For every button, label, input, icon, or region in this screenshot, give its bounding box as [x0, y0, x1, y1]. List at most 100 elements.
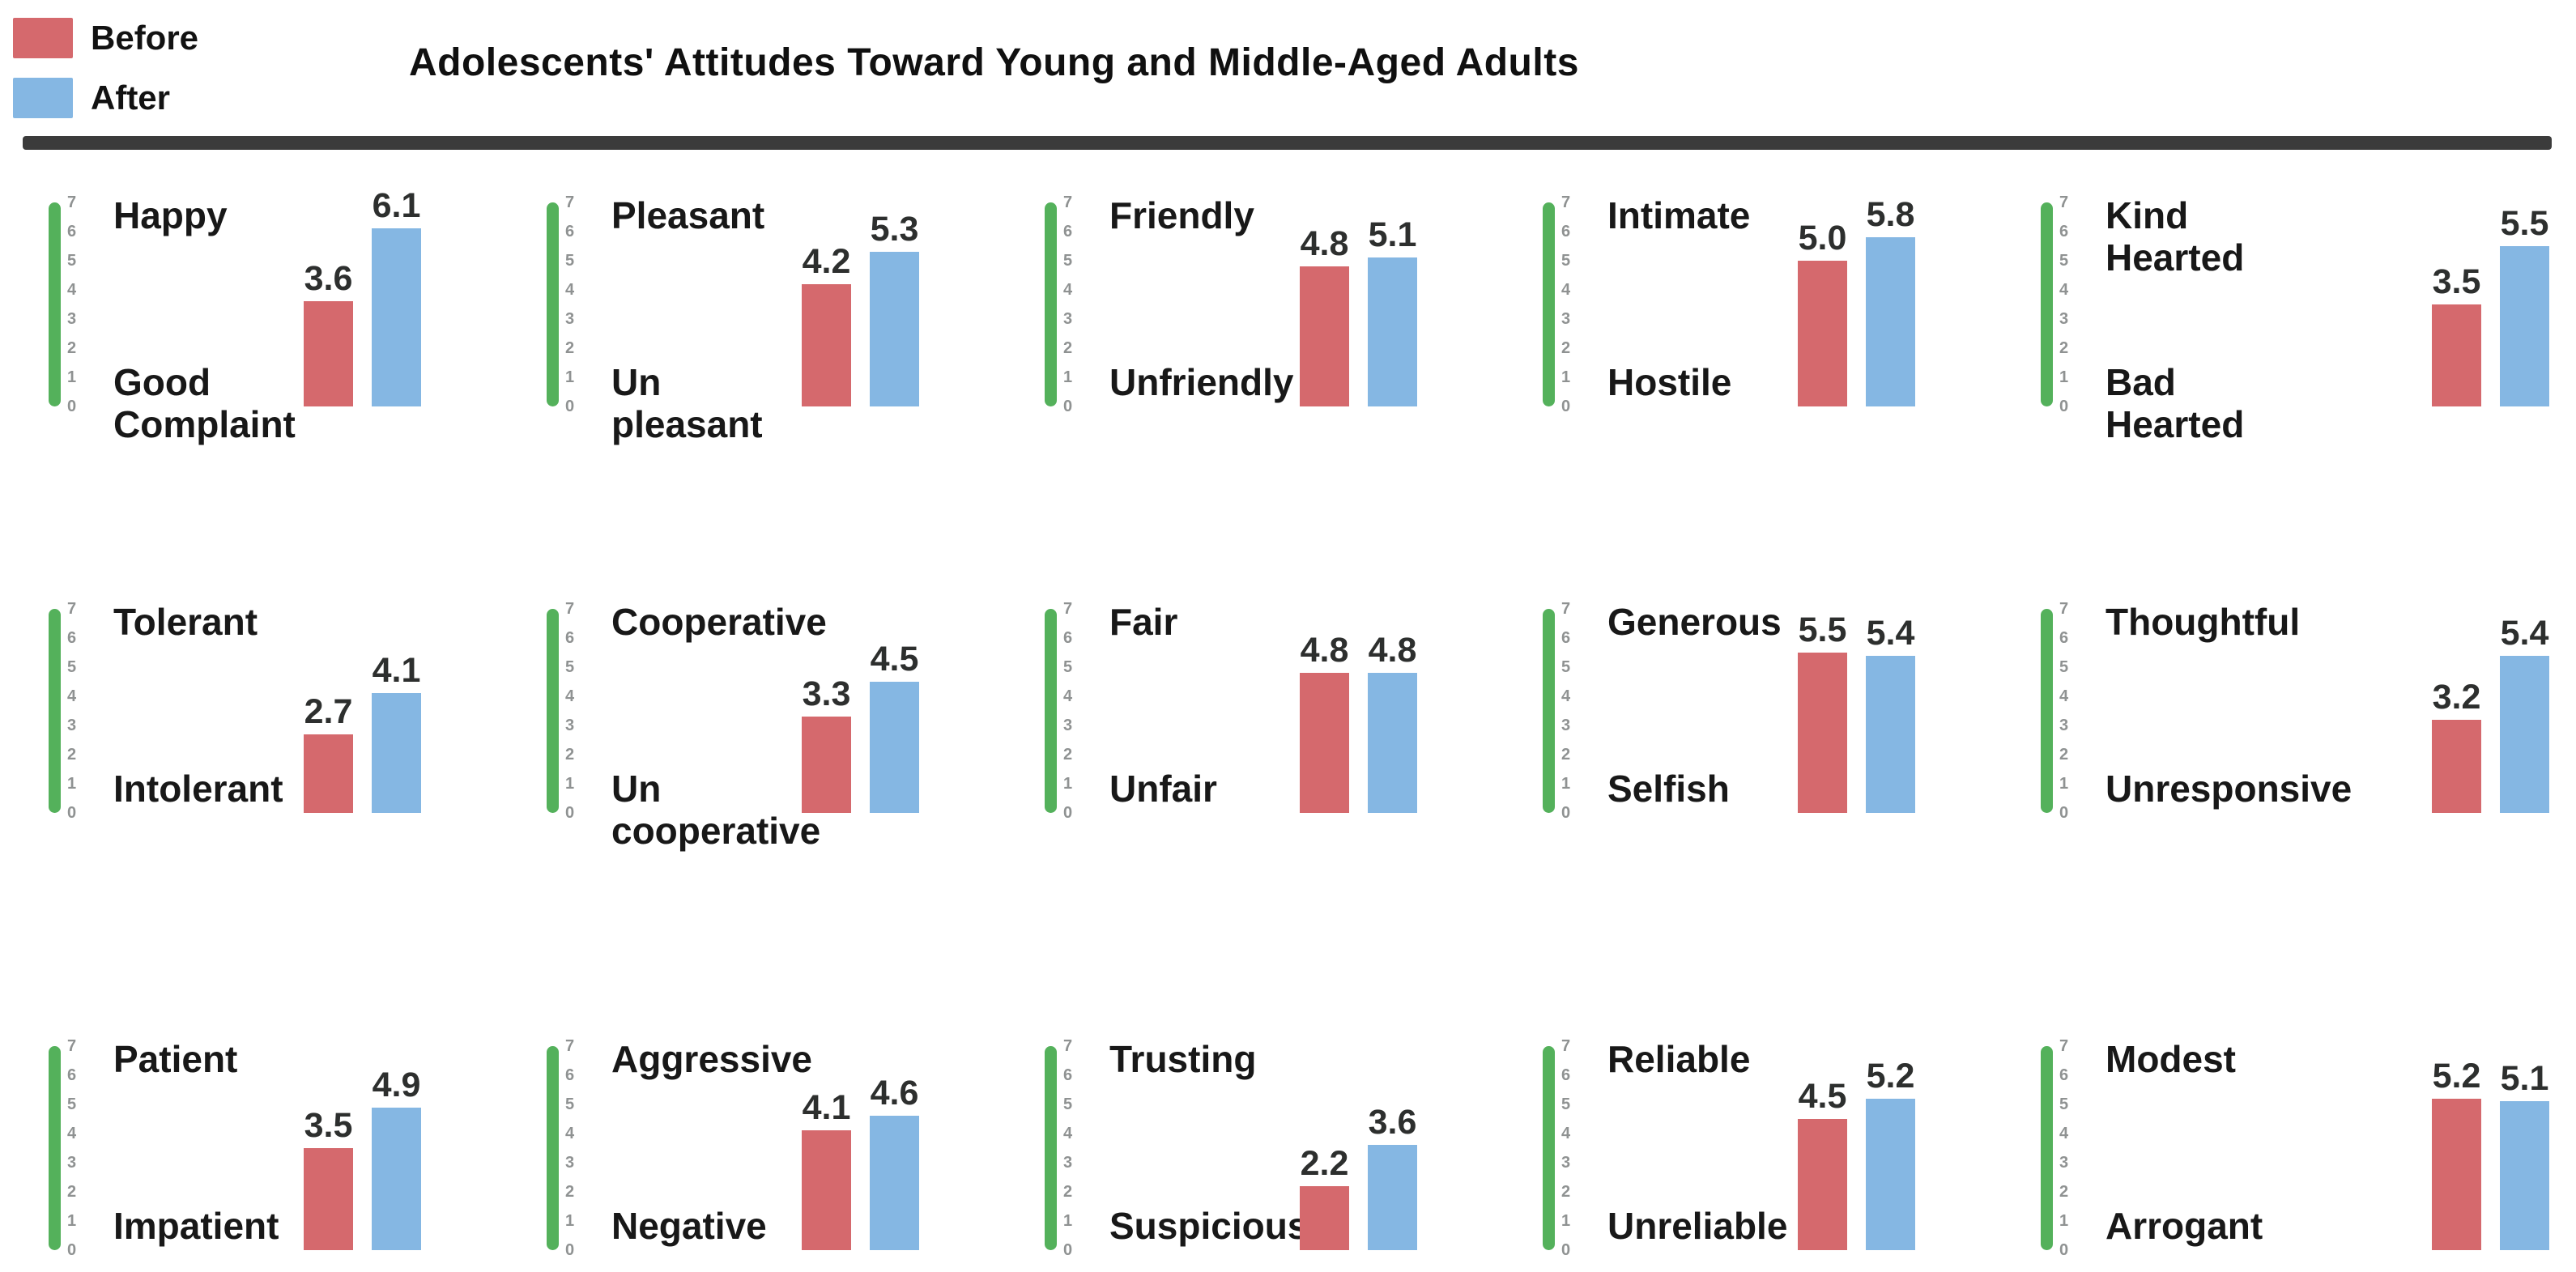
axis-tick: 2: [67, 746, 77, 764]
before-bar: [802, 1130, 851, 1250]
axis-tick: 5: [67, 252, 77, 270]
negative-pole-label: Bad Hearted: [2106, 361, 2245, 445]
legend-label-before: Before: [91, 19, 199, 57]
axis-tick: 1: [1063, 1212, 1073, 1230]
positive-pole-label: Modest: [2106, 1038, 2236, 1080]
before-bar-group: 5.2: [2432, 1059, 2481, 1250]
after-bar-group: 4.8: [1368, 633, 1417, 813]
axis-tick: 0: [2059, 1241, 2069, 1259]
title-underline-rule: [23, 136, 2552, 150]
before-bar: [1798, 1119, 1847, 1250]
bar-pair: 5.5 5.4: [1798, 609, 1915, 813]
before-bar: [1798, 653, 1847, 813]
after-bar-value: 4.9: [372, 1066, 421, 1104]
before-bar: [304, 301, 353, 406]
axis-tick: 2: [67, 339, 77, 357]
after-bar: [1368, 257, 1417, 406]
y-axis-tick-labels: 7 6 5 4 3 2 1 0: [1561, 601, 1570, 821]
after-bar-value: 5.5: [2500, 204, 2549, 243]
y-axis-line: [49, 1046, 61, 1250]
attitude-panel: 7 6 5 4 3 2 1 0 Pleasant Un pleasant 4.2 5.3: [547, 194, 1033, 445]
after-bar-value: 5.4: [1866, 614, 1915, 653]
positive-pole-label: Trusting: [1109, 1038, 1257, 1080]
positive-pole-label: Friendly: [1109, 194, 1254, 236]
positive-pole-label: Aggressive: [611, 1038, 813, 1080]
axis-tick: 0: [565, 398, 575, 415]
axis-tick: 5: [1561, 252, 1571, 270]
legend-item-before: Before: [13, 18, 198, 58]
after-bar: [1368, 1145, 1417, 1250]
positive-pole-label: Pleasant: [611, 194, 765, 236]
bar-pair: 3.5 5.5: [2432, 202, 2549, 406]
axis-tick: 5: [2059, 658, 2069, 676]
axis-tick: 0: [1063, 398, 1073, 415]
y-axis-tick-labels: 7 6 5 4 3 2 1 0: [565, 194, 574, 415]
axis-tick: 2: [2059, 746, 2069, 764]
before-bar-value: 2.7: [304, 692, 353, 731]
axis-tick: 3: [1063, 1154, 1073, 1172]
before-bar-value: 3.6: [304, 259, 353, 298]
axis-tick: 6: [67, 223, 77, 240]
before-bar: [802, 284, 851, 406]
panel-row: 7 6 5 4 3 2 1 0 Patient Impatient 3.5 4.9 7 6 5 4 3…: [0, 1038, 2576, 1272]
axis-tick: 6: [1063, 223, 1073, 240]
negative-pole-label: Unfriendly: [1109, 361, 1294, 403]
negative-pole-label: Negative: [611, 1205, 767, 1247]
before-bar-group: 3.5: [304, 1108, 353, 1250]
y-axis-line: [2041, 1046, 2053, 1250]
before-bar-value: 4.2: [802, 242, 851, 281]
attitude-panel: 7 6 5 4 3 2 1 0 Aggressive Negative 4.1 4.6: [547, 1038, 1033, 1272]
before-bar-group: 4.5: [1798, 1079, 1847, 1250]
attitude-panel: 7 6 5 4 3 2 1 0 Patient Impatient 3.5 4.9: [49, 1038, 534, 1272]
panel-row: 7 6 5 4 3 2 1 0 Tolerant Intolerant 2.7 4.1 7 6 5…: [0, 601, 2576, 852]
axis-tick: 4: [1561, 687, 1571, 705]
before-bar: [1300, 1186, 1349, 1250]
axis-tick: 7: [2059, 600, 2069, 618]
negative-pole-label: Arrogant: [2106, 1205, 2263, 1247]
before-bar-value: 3.3: [802, 674, 851, 713]
axis-tick: 0: [1561, 804, 1571, 822]
after-bar: [1866, 656, 1915, 813]
y-axis-tick-labels: 7 6 5 4 3 2 1 0: [565, 601, 574, 821]
before-bar-value: 5.0: [1798, 219, 1847, 257]
before-bar-value: 4.1: [802, 1088, 851, 1127]
before-bar-group: 4.8: [1300, 227, 1349, 406]
after-bar: [372, 1108, 421, 1250]
axis-tick: 2: [1063, 1183, 1073, 1201]
axis-tick: 1: [2059, 775, 2069, 793]
axis-tick: 5: [1561, 658, 1571, 676]
axis-tick: 3: [1561, 310, 1571, 328]
axis-tick: 1: [1561, 1212, 1571, 1230]
y-axis-line: [547, 1046, 559, 1250]
attitude-panel: 7 6 5 4 3 2 1 0 Modest Arrogant 5.2 5.1: [2041, 1038, 2574, 1272]
axis-tick: 2: [2059, 1183, 2069, 1201]
bar-pair: 5.2 5.1: [2432, 1046, 2549, 1250]
axis-tick: 3: [1063, 717, 1073, 734]
bar-pair: 4.5 5.2: [1798, 1046, 1915, 1250]
axis-tick: 5: [67, 658, 77, 676]
axis-tick: 4: [67, 687, 77, 705]
axis-tick: 2: [565, 1183, 575, 1201]
y-axis-line: [1543, 609, 1555, 813]
chart-title: Adolescents' Attitudes Toward Young and …: [409, 41, 1579, 84]
before-bar-value: 5.5: [1798, 610, 1847, 649]
axis-tick: 6: [1063, 1066, 1073, 1084]
axis-tick: 6: [2059, 223, 2069, 240]
axis-tick: 4: [67, 1125, 77, 1142]
after-bar-value: 6.1: [372, 186, 421, 225]
y-axis-tick-labels: 7 6 5 4 3 2 1 0: [2059, 194, 2068, 415]
bar-pair: 4.8 4.8: [1300, 609, 1417, 813]
after-bar-group: 4.6: [870, 1076, 919, 1250]
axis-tick: 5: [67, 1095, 77, 1113]
before-bar-group: 3.5: [2432, 265, 2481, 406]
before-bar-group: 2.7: [304, 695, 353, 813]
after-bar-value: 4.8: [1368, 631, 1417, 670]
after-bar-value: 5.1: [2500, 1059, 2549, 1098]
axis-tick: 1: [67, 368, 77, 386]
legend-label-after: After: [91, 79, 171, 117]
axis-tick: 2: [565, 746, 575, 764]
before-bar-group: 5.0: [1798, 221, 1847, 406]
after-bar: [372, 228, 421, 406]
positive-pole-label: Generous: [1607, 601, 1782, 643]
axis-tick: 2: [1063, 746, 1073, 764]
